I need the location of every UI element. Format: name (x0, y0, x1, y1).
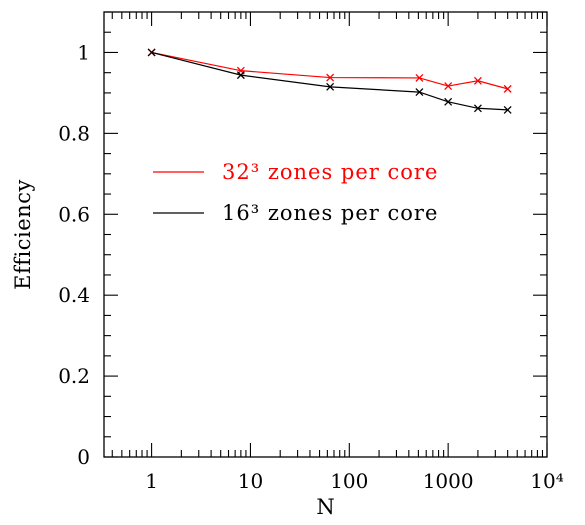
data-point-marker (444, 82, 453, 90)
marker-stroke (503, 105, 512, 114)
data-point-marker (444, 97, 453, 106)
marker-stroke (503, 84, 512, 93)
legend: 32³ zones per core 16³ zones per core (153, 160, 438, 225)
y-tick-label: 0 (77, 445, 90, 469)
data-point-marker (415, 88, 424, 97)
x-axis-label: N (316, 495, 334, 519)
legend-entry-2: 16³ zones per core (153, 201, 438, 225)
data-point-marker (147, 48, 156, 57)
axis-ticks (104, 11, 548, 458)
data-point-marker (473, 104, 482, 113)
x-tick-label: 1000 (423, 469, 474, 493)
x-tick-label: 100 (330, 469, 368, 493)
series-line (151, 51, 508, 111)
marker-stroke (415, 88, 424, 97)
data-point-marker (473, 76, 482, 85)
data-series (147, 48, 512, 114)
data-point-marker (503, 84, 512, 93)
marker-stroke (444, 82, 453, 90)
data-point-marker (326, 73, 335, 82)
x-tick-label: 10 (238, 469, 263, 493)
x-tick-label: 10⁴ (530, 469, 563, 493)
marker-stroke (326, 73, 335, 82)
series-line (151, 51, 508, 90)
legend-label: 32³ zones per core (222, 160, 438, 184)
legend-label: 16³ zones per core (222, 201, 438, 225)
marker-stroke (415, 73, 424, 82)
y-tick-label: 0.8 (58, 121, 90, 145)
y-tick-label: 1 (77, 40, 90, 64)
data-point-marker (236, 71, 245, 80)
marker-stroke (147, 48, 156, 57)
marker-stroke (236, 71, 245, 80)
data-point-marker (326, 82, 335, 91)
y-tick-label: 0.2 (58, 364, 90, 388)
y-tick-label: 0.6 (58, 202, 90, 226)
marker-stroke (473, 104, 482, 113)
y-axis-label: Efficiency (11, 179, 35, 290)
marker-stroke (444, 97, 453, 106)
marker-stroke (473, 76, 482, 85)
x-tick-label: 1 (145, 469, 158, 493)
tick-labels: 1 10 100 1000 10⁴ 0 0.2 0.4 0.6 0.8 1 (58, 40, 564, 493)
series-2 (147, 48, 512, 114)
y-tick-label: 0.4 (58, 283, 90, 307)
data-point-marker (415, 73, 424, 82)
marker-stroke (326, 82, 335, 91)
data-point-marker (503, 105, 512, 114)
legend-entry-1: 32³ zones per core (153, 160, 438, 184)
